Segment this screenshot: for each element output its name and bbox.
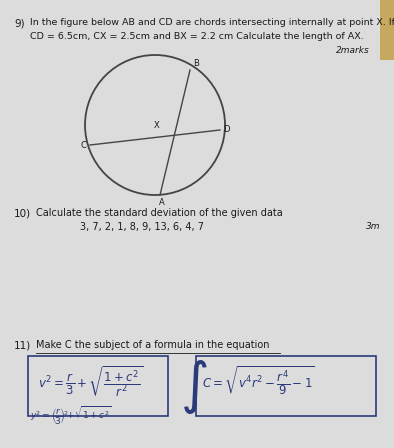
Text: X: X	[154, 121, 160, 130]
Text: 11): 11)	[14, 340, 31, 350]
Text: D: D	[223, 125, 229, 134]
Text: $\int$: $\int$	[180, 358, 208, 416]
Text: 3, 7, 2, 1, 8, 9, 13, 6, 4, 7: 3, 7, 2, 1, 8, 9, 13, 6, 4, 7	[80, 222, 204, 232]
Text: 3m: 3m	[366, 222, 380, 231]
Text: 9): 9)	[14, 18, 24, 28]
Text: CD = 6.5cm, CX = 2.5cm and BX = 2.2 cm Calculate the length of AX.: CD = 6.5cm, CX = 2.5cm and BX = 2.2 cm C…	[30, 32, 364, 41]
Bar	[28, 356, 168, 416]
Text: B: B	[193, 59, 199, 68]
Bar	[196, 356, 376, 416]
Text: Calculate the standard deviation of the given data: Calculate the standard deviation of the …	[36, 208, 283, 218]
Text: In the figure below AB and CD are chords intersecting internally at point X. If: In the figure below AB and CD are chords…	[30, 18, 394, 27]
Text: $y^2 = \left(\!\dfrac{r}{3}\!\right)^{\!2}\!\!+\!\sqrt{1+c^2}$: $y^2 = \left(\!\dfrac{r}{3}\!\right)^{\!…	[30, 404, 112, 427]
Bar	[380, 0, 394, 60]
Text: A: A	[159, 198, 165, 207]
Text: Make C the subject of a formula in the equation: Make C the subject of a formula in the e…	[36, 340, 269, 350]
Text: 2marks: 2marks	[336, 46, 370, 55]
Text: C: C	[80, 141, 86, 150]
Text: $C = \sqrt{v^4r^2 - \dfrac{r^4}{9} - 1}$: $C = \sqrt{v^4r^2 - \dfrac{r^4}{9} - 1}$	[202, 364, 315, 396]
Text: 10): 10)	[14, 208, 31, 218]
Text: $v^2 = \dfrac{r}{3} + \sqrt{\dfrac{1+c^2}{r^2}}$: $v^2 = \dfrac{r}{3} + \sqrt{\dfrac{1+c^2…	[38, 364, 143, 399]
